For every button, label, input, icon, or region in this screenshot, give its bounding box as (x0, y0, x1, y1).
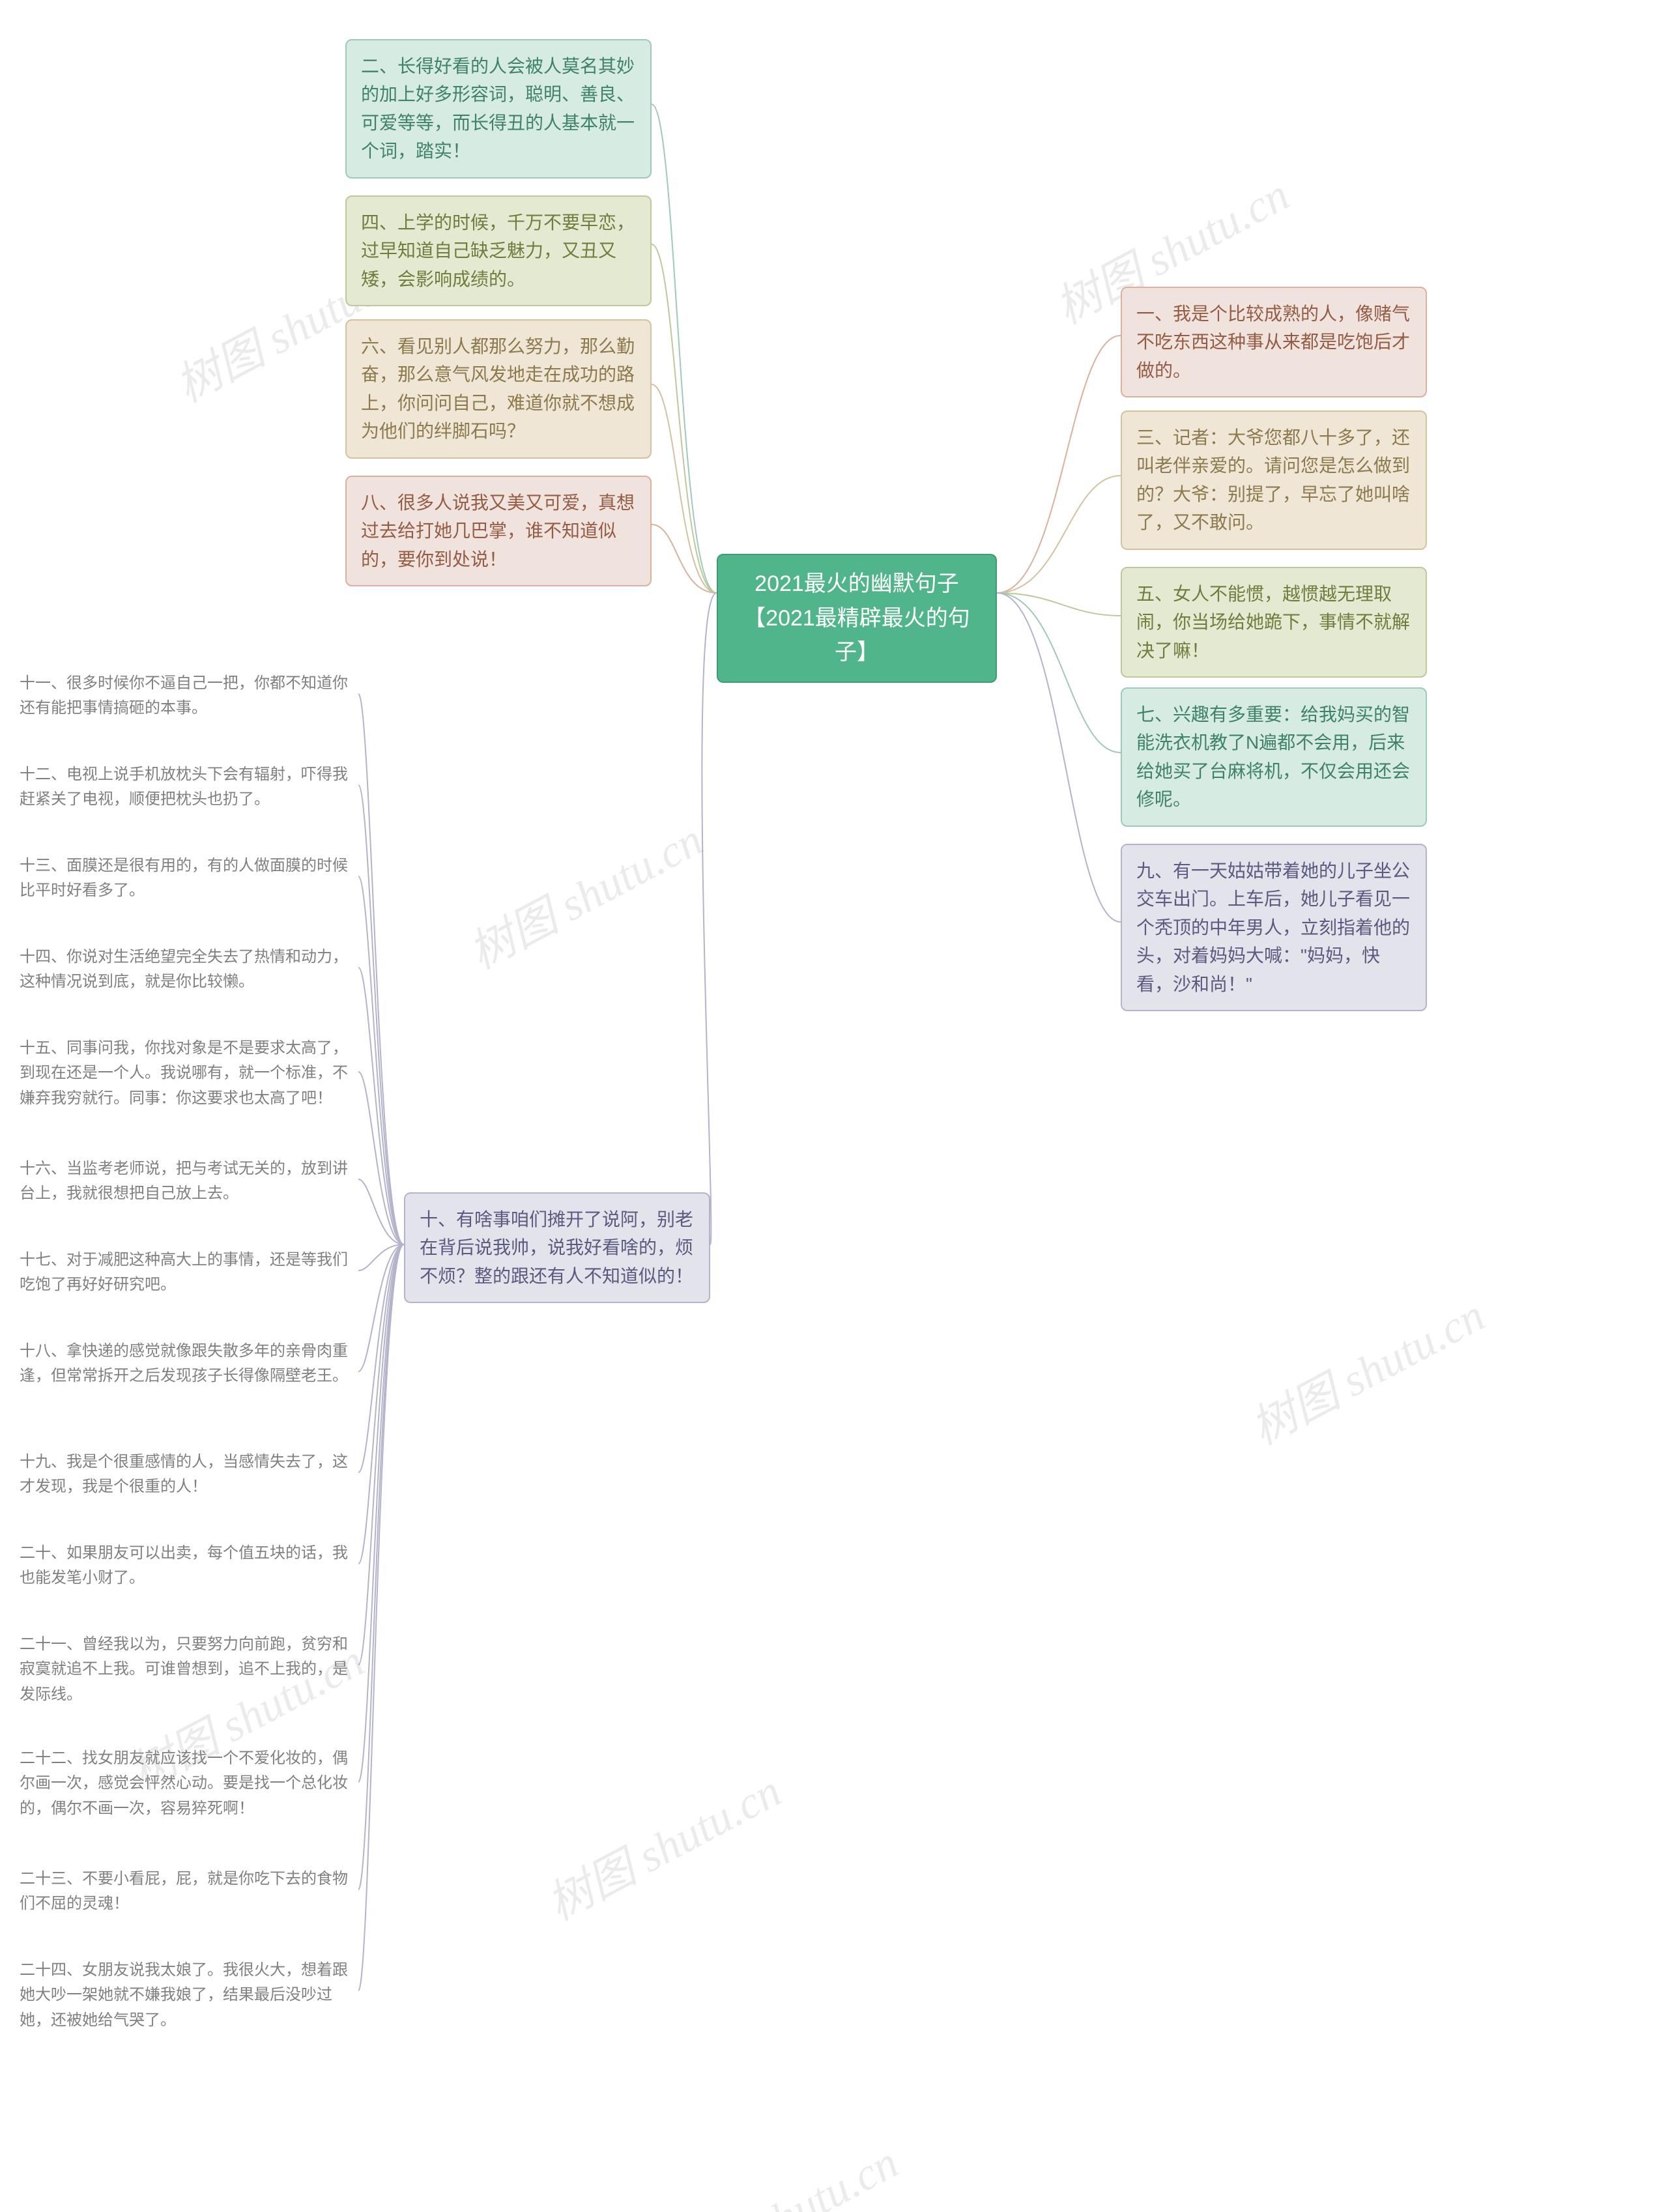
leaf-l12[interactable]: 十二、电视上说手机放枕头下会有辐射，吓得我赶紧关了电视，顺便把枕头也扔了。 (20, 762, 358, 812)
right-node-label: 九、有一天姑姑带着她的儿子坐公交车出门。上车后，她儿子看见一个秃顶的中年男人，立… (1136, 861, 1410, 994)
leaf-text: 十三、面膜还是很有用的，有的人做面膜的时候比平时好看多了。 (20, 857, 348, 899)
left-node-n10[interactable]: 十、有啥事咱们摊开了说阿，别老在背后说我帅，说我好看啥的，烦不烦？整的跟还有人不… (404, 1192, 710, 1303)
link-leaf-12 (358, 785, 404, 1244)
link-right-3 (997, 476, 1121, 593)
link-leaf-13 (358, 876, 404, 1244)
leaf-text: 十七、对于减肥这种高大上的事情，还是等我们吃饱了再好好研究吧。 (20, 1251, 348, 1293)
leaf-l15[interactable]: 十五、同事问我，你找对象是不是要求太高了，到现在还是一个人。我说哪有，就一个标准… (20, 1036, 358, 1111)
watermark: 树图 shutu.cn (534, 1755, 790, 1934)
leaf-l14[interactable]: 十四、你说对生活绝望完全失去了热情和动力，这种情况说到底，就是你比较懒。 (20, 945, 358, 995)
right-node-n3[interactable]: 三、记者：大爷您都八十多了，还叫老伴亲爱的。请问您是怎么做到的？大爷：别提了，早… (1121, 410, 1427, 550)
leaf-l18[interactable]: 十八、拿快递的感觉就像跟失散多年的亲骨肉重逢，但常常拆开之后发现孩子长得像隔壁老… (20, 1339, 358, 1389)
link-leaf-16 (358, 1179, 404, 1244)
leaf-text: 十五、同事问我，你找对象是不是要求太高了，到现在还是一个人。我说哪有，就一个标准… (20, 1039, 348, 1107)
link-left-6 (652, 384, 717, 593)
leaf-l11[interactable]: 十一、很多时候你不逼自己一把，你都不知道你还有能把事情搞砸的本事。 (20, 671, 358, 721)
link-left-10 (702, 593, 717, 1244)
link-right-5 (997, 593, 1121, 616)
link-leaf-20 (358, 1244, 404, 1564)
link-right-1 (997, 336, 1121, 593)
left-node-label: 二、长得好看的人会被人莫名其妙的加上好多形容词，聪明、善良、可爱等等，而长得丑的… (361, 56, 635, 161)
root-node[interactable]: 2021最火的幽默句子【2021最精辟最火的句子】 (717, 554, 997, 683)
link-leaf-11 (358, 694, 404, 1244)
right-node-n7[interactable]: 七、兴趣有多重要：给我妈买的智能洗衣机教了N遍都不会用，后来给她买了台麻将机，不… (1121, 687, 1427, 827)
leaf-text: 二十二、找女朋友就应该找一个不爱化妆的，偶尔画一次，感觉会怦然心动。要是找一个总… (20, 1749, 348, 1817)
leaf-l13[interactable]: 十三、面膜还是很有用的，有的人做面膜的时候比平时好看多了。 (20, 854, 358, 904)
link-leaf-15 (358, 1072, 404, 1244)
leaf-l19[interactable]: 十九、我是个很重感情的人，当感情失去了，这才发现，我是个很重的人！ (20, 1450, 358, 1500)
link-left-4 (652, 244, 717, 593)
right-node-label: 七、兴趣有多重要：给我妈买的智能洗衣机教了N遍都不会用，后来给她买了台麻将机，不… (1136, 704, 1410, 809)
link-right-9 (997, 593, 1121, 922)
leaf-text: 十一、很多时候你不逼自己一把，你都不知道你还有能把事情搞砸的本事。 (20, 674, 348, 717)
leaf-text: 二十、如果朋友可以出卖，每个值五块的话，我也能发笔小财了。 (20, 1544, 348, 1587)
leaf-text: 二十一、曾经我以为，只要努力向前跑，贫穷和寂寞就追不上我。可谁曾想到，追不上我的… (20, 1635, 348, 1703)
right-node-n9[interactable]: 九、有一天姑姑带着她的儿子坐公交车出门。上车后，她儿子看见一个秃顶的中年男人，立… (1121, 844, 1427, 1011)
mindmap-canvas: 树图 shutu.cn 树图 shutu.cn 树图 shutu.cn 树图 shut… (0, 0, 1668, 2212)
leaf-l21[interactable]: 二十一、曾经我以为，只要努力向前跑，贫穷和寂寞就追不上我。可谁曾想到，追不上我的… (20, 1632, 358, 1707)
link-leaf-23 (358, 1244, 404, 1889)
left-node-n4[interactable]: 四、上学的时候，千万不要早恋，过早知道自己缺乏魅力，又丑又矮，会影响成绩的。 (345, 195, 652, 306)
left-node-label: 四、上学的时候，千万不要早恋，过早知道自己缺乏魅力，又丑又矮，会影响成绩的。 (361, 212, 635, 289)
watermark: 树图 shutu.cn (651, 2127, 908, 2212)
leaf-l17[interactable]: 十七、对于减肥这种高大上的事情，还是等我们吃饱了再好好研究吧。 (20, 1248, 358, 1298)
link-leaf-21 (358, 1244, 404, 1665)
link-leaf-22 (358, 1244, 404, 1782)
link-left-8 (652, 524, 717, 593)
left-node-label: 六、看见别人都那么努力，那么勤奋，那么意气风发地走在成功的路上，你问问自己，难道… (361, 336, 635, 441)
right-node-label: 五、女人不能惯，越惯越无理取闹，你当场给她跪下，事情不就解决了嘛！ (1136, 584, 1410, 661)
left-node-n6[interactable]: 六、看见别人都那么努力，那么勤奋，那么意气风发地走在成功的路上，你问问自己，难道… (345, 319, 652, 459)
right-node-n5[interactable]: 五、女人不能惯，越惯越无理取闹，你当场给她跪下，事情不就解决了嘛！ (1121, 567, 1427, 678)
leaf-l24[interactable]: 二十四、女朋友说我太娘了。我很火大，想着跟她大吵一架她就不嫌我娘了，结果最后没吵… (20, 1958, 358, 2033)
leaf-text: 十四、你说对生活绝望完全失去了热情和动力，这种情况说到底，就是你比较懒。 (20, 948, 348, 990)
watermark: 树图 shutu.cn (1237, 1280, 1494, 1458)
leaf-text: 十九、我是个很重感情的人，当感情失去了，这才发现，我是个很重的人！ (20, 1453, 348, 1495)
right-node-label: 一、我是个比较成熟的人，像赌气不吃东西这种事从来都是吃饱后才做的。 (1136, 304, 1410, 381)
leaf-l23[interactable]: 二十三、不要小看屁，屁，就是你吃下去的食物们不屈的灵魂！ (20, 1867, 358, 1917)
left-node-label: 八、很多人说我又美又可爱，真想过去给打她几巴掌，谁不知道似的，要你到处说！ (361, 493, 635, 569)
link-leaf-17 (358, 1244, 404, 1271)
link-leaf-18 (358, 1244, 404, 1372)
watermark: 树图 shutu.cn (455, 804, 712, 983)
link-leaf-24 (358, 1244, 404, 1990)
link-left-2 (652, 104, 717, 593)
right-node-n1[interactable]: 一、我是个比较成熟的人，像赌气不吃东西这种事从来都是吃饱后才做的。 (1121, 287, 1427, 397)
leaf-text: 十二、电视上说手机放枕头下会有辐射，吓得我赶紧关了电视，顺便把枕头也扔了。 (20, 766, 348, 808)
leaf-l22[interactable]: 二十二、找女朋友就应该找一个不爱化妆的，偶尔画一次，感觉会怦然心动。要是找一个总… (20, 1746, 358, 1821)
link-right-7 (997, 593, 1121, 753)
link-leaf-19 (358, 1244, 404, 1472)
link-leaf-14 (358, 968, 404, 1244)
leaf-text: 十六、当监考老师说，把与考试无关的，放到讲台上，我就很想把自己放上去。 (20, 1160, 348, 1202)
left-node-n2[interactable]: 二、长得好看的人会被人莫名其妙的加上好多形容词，聪明、善良、可爱等等，而长得丑的… (345, 39, 652, 179)
left-node-n8[interactable]: 八、很多人说我又美又可爱，真想过去给打她几巴掌，谁不知道似的，要你到处说！ (345, 476, 652, 586)
right-node-label: 三、记者：大爷您都八十多了，还叫老伴亲爱的。请问您是怎么做到的？大爷：别提了，早… (1136, 427, 1410, 532)
root-label: 2021最火的幽默句子【2021最精辟最火的句子】 (743, 571, 970, 665)
leaf-l20[interactable]: 二十、如果朋友可以出卖，每个值五块的话，我也能发笔小财了。 (20, 1541, 358, 1591)
leaf-l16[interactable]: 十六、当监考老师说，把与考试无关的，放到讲台上，我就很想把自己放上去。 (20, 1156, 358, 1207)
leaf-text: 二十三、不要小看屁，屁，就是你吃下去的食物们不屈的灵魂！ (20, 1870, 348, 1912)
leaf-text: 二十四、女朋友说我太娘了。我很火大，想着跟她大吵一架她就不嫌我娘了，结果最后没吵… (20, 1961, 348, 2029)
left-node-label: 十、有啥事咱们摊开了说阿，别老在背后说我帅，说我好看啥的，烦不烦？整的跟还有人不… (420, 1209, 693, 1286)
leaf-text: 十八、拿快递的感觉就像跟失散多年的亲骨肉重逢，但常常拆开之后发现孩子长得像隔壁老… (20, 1342, 348, 1385)
